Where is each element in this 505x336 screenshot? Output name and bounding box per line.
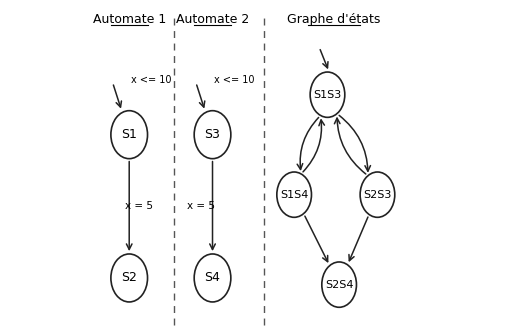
- Text: S1: S1: [121, 128, 137, 141]
- Text: x <= 10: x <= 10: [214, 75, 255, 85]
- Text: S2S3: S2S3: [363, 190, 392, 200]
- Text: Automate 1: Automate 1: [92, 13, 166, 26]
- Text: Automate 2: Automate 2: [176, 13, 249, 26]
- Text: x <= 10: x <= 10: [131, 75, 171, 85]
- Text: Graphe d'états: Graphe d'états: [287, 13, 381, 26]
- Text: S1S3: S1S3: [313, 90, 341, 100]
- Text: S2S4: S2S4: [325, 280, 354, 290]
- Text: S1S4: S1S4: [280, 190, 309, 200]
- Text: x = 5: x = 5: [187, 201, 215, 211]
- Text: S2: S2: [121, 271, 137, 285]
- Text: S3: S3: [205, 128, 221, 141]
- Text: x = 5: x = 5: [125, 201, 153, 211]
- Text: S4: S4: [205, 271, 221, 285]
